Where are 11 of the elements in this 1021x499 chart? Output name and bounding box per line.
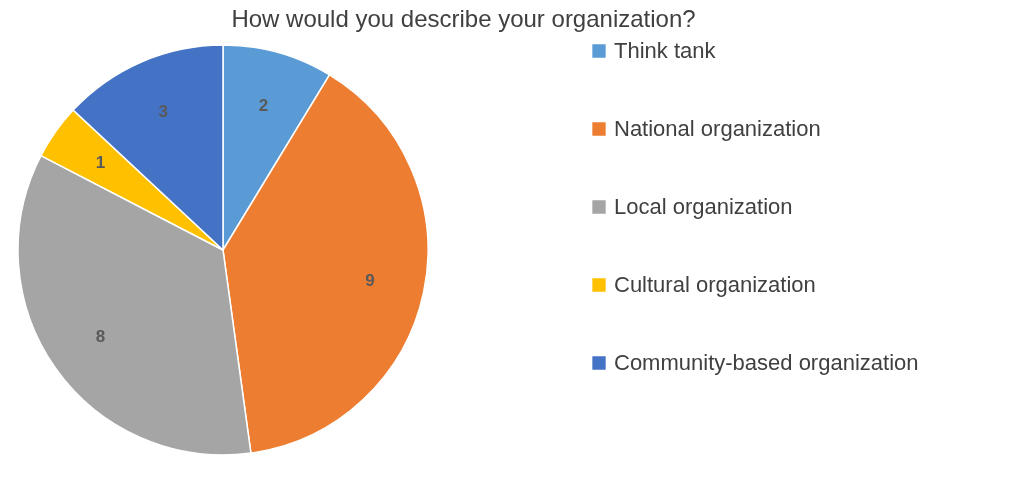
legend-label: Local organization bbox=[614, 194, 793, 219]
data-label: 2 bbox=[258, 95, 269, 115]
chart-title: How would you describe your organization? bbox=[231, 5, 696, 32]
legend-label: Community-based organization bbox=[614, 350, 919, 375]
data-label: 9 bbox=[365, 270, 375, 290]
data-label: 1 bbox=[95, 153, 106, 173]
data-label: 3 bbox=[158, 102, 168, 122]
legend-label: Think tank bbox=[614, 38, 717, 63]
legend-label: National organization bbox=[614, 116, 821, 141]
legend-label: Cultural organization bbox=[614, 272, 816, 297]
data-label: 8 bbox=[95, 326, 106, 346]
